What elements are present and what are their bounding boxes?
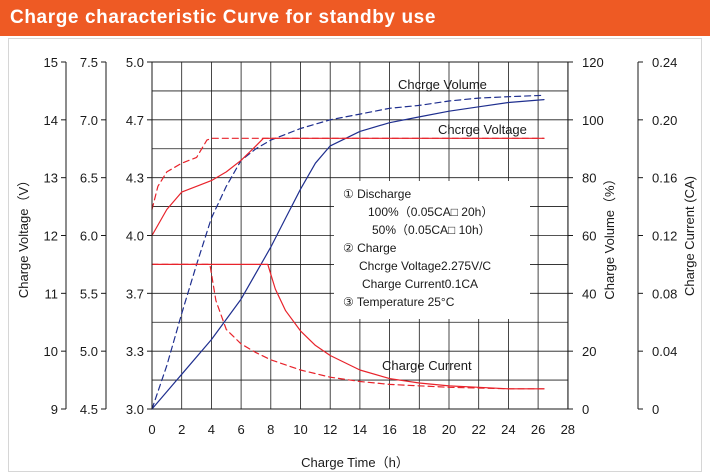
- tick-label-voltage-4v: 4.0: [126, 229, 144, 244]
- tick-label-voltage-12v: 12: [44, 229, 58, 244]
- tick-label-voltage-4v: 3.0: [126, 402, 144, 417]
- tick-label-x: 22: [471, 422, 485, 437]
- tick-label-current: 0.12: [652, 229, 677, 244]
- right-axis-label-current: Charge Current (CA): [682, 176, 697, 296]
- tick-label-x: 28: [561, 422, 575, 437]
- tick-label-volume: 60: [582, 229, 596, 244]
- tick-label-volume: 0: [582, 402, 589, 417]
- note-4: ② Charge: [343, 241, 397, 255]
- annotation-voltage: Chcrge Voltage: [438, 122, 527, 137]
- x-axis-label: Charge Time（h）: [301, 455, 409, 470]
- note-6: Charge Current0.1CA: [362, 277, 478, 291]
- tick-label-x: 12: [323, 422, 337, 437]
- tick-label-voltage-6v: 7.0: [80, 113, 98, 128]
- tick-label-current: 0.24: [652, 55, 677, 70]
- series-line-2: [151, 98, 545, 410]
- series-line-3: [151, 137, 545, 211]
- tick-label-x: 14: [353, 422, 367, 437]
- tick-label-voltage-12v: 11: [45, 286, 59, 301]
- tick-label-voltage-12v: 10: [44, 344, 58, 359]
- notes-box: [334, 181, 530, 319]
- chart-header: Charge characteristic Curve for standby …: [0, 0, 710, 36]
- tick-label-x: 4: [208, 422, 215, 437]
- note-2: 100%（0.05CA□ 20h）: [368, 205, 493, 219]
- tick-label-voltage-12v: 15: [44, 55, 58, 70]
- note-7: ③ Temperature 25°C: [343, 295, 455, 309]
- tick-label-current: 0: [652, 402, 659, 417]
- left-axis-label: Charge Voltage（V）: [16, 174, 31, 298]
- tick-label-voltage-6v: 6.0: [80, 229, 98, 244]
- tick-label-voltage-4v: 4.7: [126, 113, 144, 128]
- tick-label-voltage-6v: 4.5: [80, 402, 98, 417]
- tick-label-x: 24: [501, 422, 515, 437]
- series-line-4: [151, 137, 545, 237]
- annotation-current: Charge Current: [382, 358, 472, 373]
- tick-label-voltage-4v: 4.3: [126, 171, 144, 186]
- series-line-1: [151, 94, 545, 410]
- tick-label-x: 0: [148, 422, 155, 437]
- tick-label-voltage-6v: 5.5: [80, 286, 98, 301]
- tick-label-current: 0.08: [652, 286, 677, 301]
- series-line-6: [151, 263, 545, 390]
- plot-axes: [61, 61, 643, 410]
- tick-label-current: 0.20: [652, 113, 677, 128]
- tick-label-voltage-6v: 6.5: [80, 171, 98, 186]
- tick-label-x: 16: [382, 422, 396, 437]
- series-line-5: [151, 263, 545, 390]
- tick-labels: 15 14 13 12 11 10 9 7.5 7.0 6.5 6.0 5.5 5.0 4.5 5.0 4.7…: [44, 55, 678, 437]
- tick-label-voltage-12v: 9: [51, 402, 58, 417]
- tick-label-current: 0.16: [652, 171, 677, 186]
- note-3: 50%（0.05CA□ 10h）: [372, 223, 491, 237]
- tick-label-voltage-12v: 14: [44, 113, 58, 128]
- tick-label-voltage-4v: 5.0: [126, 55, 144, 70]
- annotation-volume: Chcrge Volume: [398, 77, 487, 92]
- tick-label-x: 2: [178, 422, 185, 437]
- tick-label-volume: 80: [582, 171, 596, 186]
- tick-label-x: 8: [267, 422, 274, 437]
- plot-curves: [151, 94, 545, 410]
- chart-title: Charge characteristic Curve for standby …: [10, 7, 436, 28]
- tick-label-volume: 40: [582, 286, 596, 301]
- tick-label-x: 26: [531, 422, 545, 437]
- tick-label-voltage-12v: 13: [44, 171, 58, 186]
- right-axis-label-volume: Charge Volume（%）: [602, 172, 617, 299]
- tick-label-voltage-6v: 5.0: [80, 344, 98, 359]
- tick-label-volume: 100: [582, 113, 604, 128]
- tick-label-current: 0.04: [652, 344, 677, 359]
- tick-label-volume: 120: [582, 55, 604, 70]
- tick-label-x: 20: [442, 422, 456, 437]
- tick-label-voltage-6v: 7.5: [80, 55, 98, 70]
- tick-label-x: 10: [293, 422, 307, 437]
- tick-label-voltage-4v: 3.7: [126, 286, 144, 301]
- tick-label-voltage-4v: 3.3: [126, 344, 144, 359]
- note-1: ① Discharge: [343, 187, 411, 201]
- tick-label-x: 18: [412, 422, 426, 437]
- tick-label-x: 6: [237, 422, 244, 437]
- note-5: Chcrge Voltage2.275V/C: [359, 259, 491, 273]
- tick-label-volume: 20: [582, 344, 596, 359]
